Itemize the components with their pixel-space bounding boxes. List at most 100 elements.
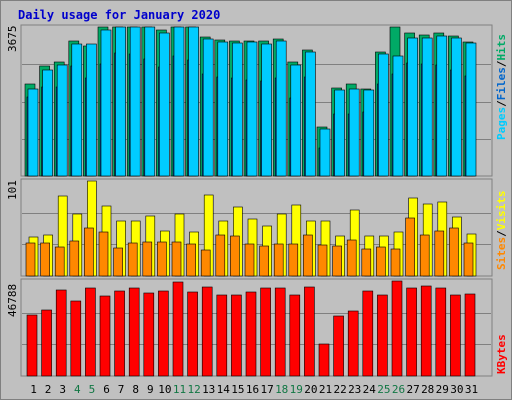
pages-bar xyxy=(100,29,112,177)
kbytes-bar xyxy=(347,310,359,377)
sites-bar xyxy=(84,227,94,277)
pages-bar xyxy=(71,43,83,177)
x-axis-day-label: 12 xyxy=(187,383,200,396)
top-ymax-label: 3675 xyxy=(6,26,19,53)
kbytes-bar xyxy=(333,315,344,377)
x-axis-day-label: 17 xyxy=(260,383,273,396)
kbytes-bar xyxy=(201,286,213,377)
kbytes-bar xyxy=(318,343,330,377)
kbytes-bar xyxy=(114,290,125,377)
x-axis-day-label: 29 xyxy=(436,383,449,396)
x-axis-day-label: 22 xyxy=(333,383,346,396)
x-axis-day-label: 14 xyxy=(217,383,231,396)
pages-bar xyxy=(86,43,97,177)
kbytes-bar xyxy=(26,314,38,377)
legend-separator: / xyxy=(495,100,508,107)
legend-pages: Pages xyxy=(495,107,508,140)
pages-bar xyxy=(188,26,199,177)
pages-bar xyxy=(436,35,448,177)
pages-bar xyxy=(378,53,389,177)
x-axis-day-label: 16 xyxy=(246,383,259,396)
pages-bar xyxy=(173,26,185,177)
x-axis-day-label: 2 xyxy=(45,383,52,396)
bottom-ymax-label: 46788 xyxy=(6,284,19,317)
kbytes-bar xyxy=(362,290,374,377)
sites-bar xyxy=(463,242,474,277)
kbytes-bar xyxy=(289,294,301,377)
kbytes-bar xyxy=(274,287,286,377)
pages-bar xyxy=(159,32,170,177)
kbytes-bar xyxy=(450,294,461,377)
x-axis-day-label: 27 xyxy=(406,383,419,396)
sites-bar xyxy=(142,241,153,277)
middle-ymax-label: 101 xyxy=(6,180,19,200)
x-axis-day-label: 10 xyxy=(158,383,171,396)
x-axis-day-label: 25 xyxy=(377,383,390,396)
sites-bar xyxy=(376,246,386,277)
x-axis-day-label: 19 xyxy=(290,383,303,396)
sites-bar xyxy=(332,245,342,277)
pages-bar xyxy=(27,88,39,177)
sites-bar xyxy=(288,243,299,277)
sites-bar xyxy=(259,245,269,277)
pages-bar xyxy=(305,51,316,177)
kbytes-bar xyxy=(85,287,96,377)
x-axis-day-label: 31 xyxy=(465,383,478,396)
kbytes-bar xyxy=(464,293,476,377)
kbytes-bar xyxy=(158,290,169,377)
kbytes-bar xyxy=(99,295,111,377)
top-legend: Pages/Files/Hits xyxy=(495,34,508,140)
pages-bar xyxy=(451,37,462,177)
pages-bar xyxy=(465,42,477,177)
sites-bar xyxy=(40,242,50,277)
pages-bar xyxy=(407,37,418,177)
sites-bar xyxy=(303,234,313,277)
pages-bar xyxy=(232,42,243,177)
x-axis-day-label: 26 xyxy=(392,383,405,396)
pages-bar xyxy=(261,43,272,177)
x-axis-day-label: 11 xyxy=(173,383,186,396)
legend-sites: Sites xyxy=(495,237,508,270)
kbytes-bar xyxy=(70,300,82,377)
sites-bar xyxy=(244,243,255,277)
x-axis-day-label: 5 xyxy=(89,383,96,396)
pages-bar xyxy=(319,128,331,177)
legend-hits: Hits xyxy=(495,34,508,61)
kbytes-bar xyxy=(260,287,271,377)
sites-bar xyxy=(419,234,430,277)
kbytes-bar xyxy=(435,287,447,377)
sites-bar xyxy=(449,227,459,277)
sites-bar xyxy=(317,244,328,277)
sites-bar xyxy=(200,249,211,277)
kbytes-bar xyxy=(143,292,155,377)
pages-bar xyxy=(56,64,68,177)
sites-bar xyxy=(98,231,109,277)
sites-bar xyxy=(390,248,401,277)
x-axis-day-label: 7 xyxy=(118,383,125,396)
sites-bar xyxy=(346,239,357,277)
x-axis-day-label: 20 xyxy=(304,383,317,396)
kbytes-bar xyxy=(420,285,432,377)
sites-bar xyxy=(157,241,167,277)
x-axis-day-label: 15 xyxy=(231,383,244,396)
x-axis-day-label: 9 xyxy=(147,383,154,396)
kbytes-bar xyxy=(216,294,228,377)
kbytes-bar xyxy=(391,280,403,377)
kbytes-bar xyxy=(128,287,140,377)
chart-title: Daily usage for January 2020 xyxy=(18,8,220,22)
x-axis-day-label: 8 xyxy=(132,383,139,396)
pages-bar xyxy=(421,37,433,177)
legend-separator: / xyxy=(495,230,508,237)
legend-files: Files xyxy=(495,67,508,100)
sites-bar xyxy=(127,242,138,277)
kbytes-bar xyxy=(304,286,315,377)
x-axis-day-label: 21 xyxy=(319,383,332,396)
x-axis-day-label: 4 xyxy=(74,383,81,396)
sites-bar xyxy=(186,243,196,277)
x-axis-day-label: 23 xyxy=(348,383,361,396)
pages-bar xyxy=(144,26,156,177)
pages-bar xyxy=(217,41,229,177)
x-axis-labels: 1 2 3 4 5 6 7 8 9 10 11 12 13 14 15 16 17 18 19 20 21 22 23 24 2… xyxy=(30,383,478,396)
sites-bar xyxy=(54,246,65,277)
